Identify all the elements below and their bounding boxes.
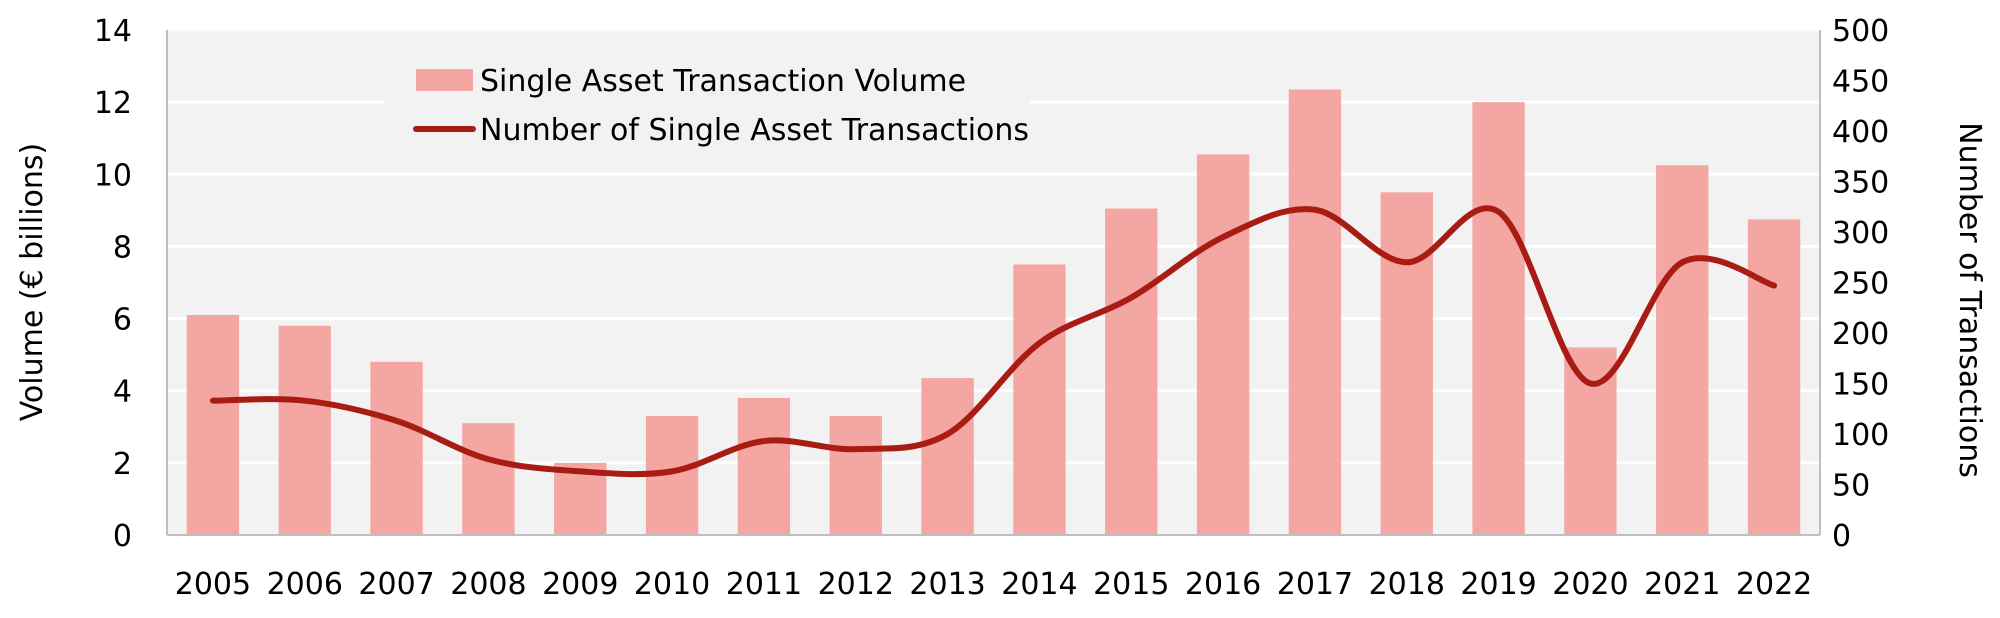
bar (1013, 264, 1066, 535)
x-tick-label: 2008 (450, 567, 526, 602)
x-tick-label: 2022 (1736, 567, 1812, 602)
y-tick-label: 12 (94, 86, 132, 121)
legend-line-label: Number of Single Asset Transactions (480, 113, 1029, 148)
y2-tick-label: 350 (1832, 166, 1889, 201)
bar (1105, 208, 1158, 535)
bar (1656, 165, 1709, 535)
legend-background (385, 56, 1030, 154)
y-tick-label: 4 (113, 375, 132, 410)
x-tick-label: 2013 (909, 567, 985, 602)
y2-tick-label: 150 (1832, 368, 1889, 403)
x-tick-label: 2011 (726, 567, 802, 602)
legend-bar-swatch (416, 69, 473, 91)
bar (1196, 154, 1250, 536)
y2-tick-label: 250 (1832, 267, 1889, 302)
legend-bar-label: Single Asset Transaction Volume (480, 64, 966, 99)
bar (1288, 89, 1342, 536)
bar (370, 361, 423, 535)
y-tick-label: 2 (113, 447, 132, 482)
bar (186, 314, 240, 535)
x-tick-label: 2021 (1644, 567, 1720, 602)
y2-tick-label: 100 (1832, 418, 1889, 453)
line-series (209, 205, 1778, 478)
y2-tick-label: 450 (1832, 65, 1889, 100)
x-tick-label: 2020 (1552, 567, 1628, 602)
y2-tick-label: 400 (1832, 115, 1889, 150)
right-axis-ticks: 0 50 100 150 200 250 300 350 400 450 500 (1832, 14, 1889, 554)
x-tick-label: 2019 (1460, 567, 1536, 602)
y-tick-label: 10 (94, 158, 132, 193)
bar (462, 423, 515, 535)
bar (1747, 219, 1801, 535)
y-tick-label: 6 (113, 303, 132, 338)
x-tick-label: 2006 (267, 567, 343, 602)
x-tick-label: 2007 (358, 567, 434, 602)
legend: Single Asset Transaction Volume Number o… (385, 56, 1030, 154)
x-tick-label: 2009 (542, 567, 618, 602)
bar-series (186, 89, 1801, 536)
x-tick-label: 2015 (1093, 567, 1169, 602)
y2-tick-label: 300 (1832, 216, 1889, 251)
bar (921, 378, 974, 535)
x-tick-label: 2005 (175, 567, 251, 602)
x-axis-ticks: 2005 2006 2007 2008 2009 2010 2011 2012 2013 2014… (175, 567, 1813, 602)
x-tick-label: 2012 (818, 567, 894, 602)
bar (1472, 102, 1525, 536)
x-tick-label: 2010 (634, 567, 710, 602)
bar (829, 415, 882, 535)
right-axis-title: Number of Transactions (1952, 122, 1987, 478)
bar (278, 325, 331, 535)
x-tick-label: 2018 (1369, 567, 1445, 602)
x-tick-label: 2014 (1001, 567, 1077, 602)
x-tick-label: 2017 (1277, 567, 1353, 602)
bar (1380, 192, 1433, 536)
left-axis-ticks: 0 2 4 6 8 10 12 14 (94, 14, 132, 554)
bar (737, 397, 791, 535)
y-tick-label: 14 (94, 14, 132, 49)
left-axis-title: Volume (€ billions) (15, 143, 50, 422)
y2-tick-label: 200 (1832, 317, 1889, 352)
y-tick-label: 0 (113, 519, 132, 554)
y-tick-label: 8 (113, 230, 132, 265)
x-tick-label: 2016 (1185, 567, 1261, 602)
y2-tick-label: 50 (1832, 469, 1870, 504)
y2-tick-label: 500 (1832, 14, 1889, 49)
y2-tick-label: 0 (1832, 519, 1851, 554)
